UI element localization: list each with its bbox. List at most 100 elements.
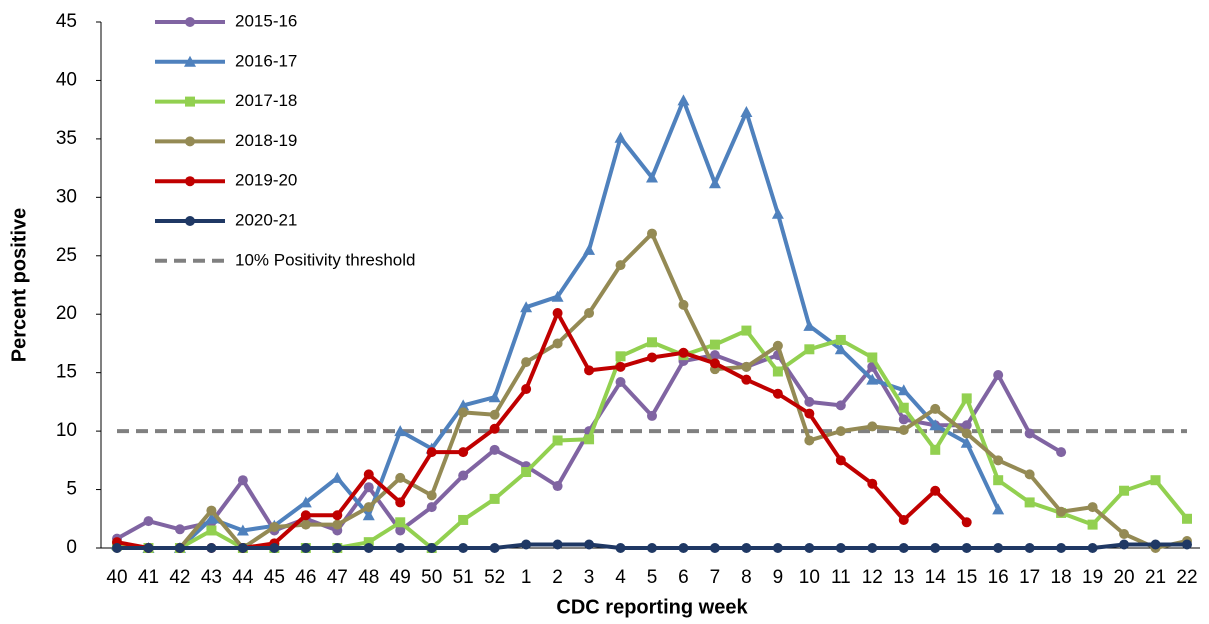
x-tick-label: 18: [1051, 567, 1072, 588]
x-tick-label: 8: [741, 567, 752, 588]
marker: [1119, 485, 1130, 496]
x-tick-label: 11: [831, 567, 851, 588]
marker: [741, 325, 752, 336]
marker: [300, 510, 311, 521]
x-tick-label: 46: [295, 567, 316, 588]
legend-marker: [185, 136, 195, 147]
marker: [866, 373, 879, 385]
y-tick-label: 30: [56, 186, 77, 207]
marker: [930, 444, 941, 455]
marker: [835, 426, 846, 437]
marker: [174, 543, 185, 553]
x-tick-label: 50: [421, 567, 442, 588]
marker: [898, 424, 909, 435]
marker: [552, 481, 563, 492]
marker: [741, 361, 752, 372]
x-tick-label: 41: [138, 567, 159, 588]
marker: [1150, 475, 1161, 486]
x-tick-label: 14: [925, 567, 947, 588]
marker: [677, 94, 690, 106]
x-tick-label: 5: [647, 567, 658, 588]
marker: [867, 352, 878, 363]
series-line: [116, 311, 969, 550]
marker: [993, 475, 1004, 486]
marker: [647, 543, 657, 553]
marker: [930, 403, 941, 414]
marker: [489, 423, 500, 434]
marker: [1087, 543, 1098, 553]
marker: [552, 435, 563, 446]
x-tick-label: 3: [584, 567, 595, 588]
marker: [552, 308, 563, 319]
marker: [647, 352, 657, 363]
marker: [993, 543, 1004, 553]
legend-marker: [185, 176, 195, 187]
marker: [363, 537, 374, 548]
marker: [300, 519, 311, 530]
marker: [552, 338, 563, 349]
marker: [615, 543, 626, 553]
x-tick-label: 44: [232, 567, 254, 588]
marker: [521, 357, 532, 368]
marker: [1024, 469, 1035, 480]
marker: [426, 543, 437, 553]
y-tick-label: 0: [66, 537, 77, 558]
marker: [174, 524, 185, 535]
x-tick-label: 45: [264, 567, 285, 588]
marker: [741, 374, 752, 385]
x-tick-label: 1: [521, 567, 532, 588]
x-tick-label: 2: [552, 567, 563, 588]
marker: [362, 509, 375, 521]
x-tick-label: 6: [678, 567, 689, 588]
marker: [521, 384, 532, 395]
marker: [804, 435, 815, 446]
marker: [1056, 543, 1067, 553]
marker: [458, 543, 469, 553]
marker: [1024, 428, 1035, 439]
marker: [709, 350, 720, 361]
marker: [678, 347, 689, 358]
marker: [363, 482, 374, 493]
marker: [1119, 539, 1130, 550]
x-tick-label: 16: [988, 567, 1009, 588]
x-tick-label: 7: [710, 567, 721, 588]
marker: [898, 402, 909, 413]
marker: [521, 539, 532, 550]
marker: [678, 299, 689, 310]
x-tick-label: 43: [201, 567, 222, 588]
x-tick-label: 15: [956, 567, 977, 588]
marker: [520, 301, 533, 313]
marker: [646, 171, 658, 183]
y-tick-label: 35: [56, 128, 77, 149]
marker: [961, 420, 972, 431]
y-tick-label: 40: [56, 69, 77, 90]
y-tick-label: 10: [56, 420, 77, 441]
marker: [993, 455, 1004, 466]
x-tick-label: 21: [1145, 567, 1166, 588]
marker: [1119, 528, 1130, 539]
marker: [457, 399, 470, 411]
x-tick-label: 4: [615, 567, 626, 588]
y-tick-label: 45: [56, 11, 77, 32]
marker: [395, 525, 406, 536]
y-axis-title: Percent positive: [8, 208, 30, 363]
legend-label: 2020-21: [235, 210, 297, 229]
x-tick-label: 17: [1019, 567, 1040, 588]
marker: [1087, 519, 1098, 530]
marker: [236, 524, 249, 536]
marker: [332, 543, 343, 553]
marker: [299, 496, 312, 508]
marker: [709, 543, 720, 553]
legend-marker: [185, 17, 195, 27]
legend-label: 2016-17: [235, 51, 297, 70]
marker: [1056, 447, 1067, 458]
marker: [584, 539, 595, 550]
marker: [867, 478, 878, 489]
marker: [489, 409, 500, 420]
marker: [395, 497, 406, 508]
marker: [552, 539, 563, 550]
legend-label: 2019-20: [235, 171, 297, 190]
marker: [961, 428, 972, 439]
marker: [143, 516, 154, 527]
marker: [709, 339, 720, 350]
